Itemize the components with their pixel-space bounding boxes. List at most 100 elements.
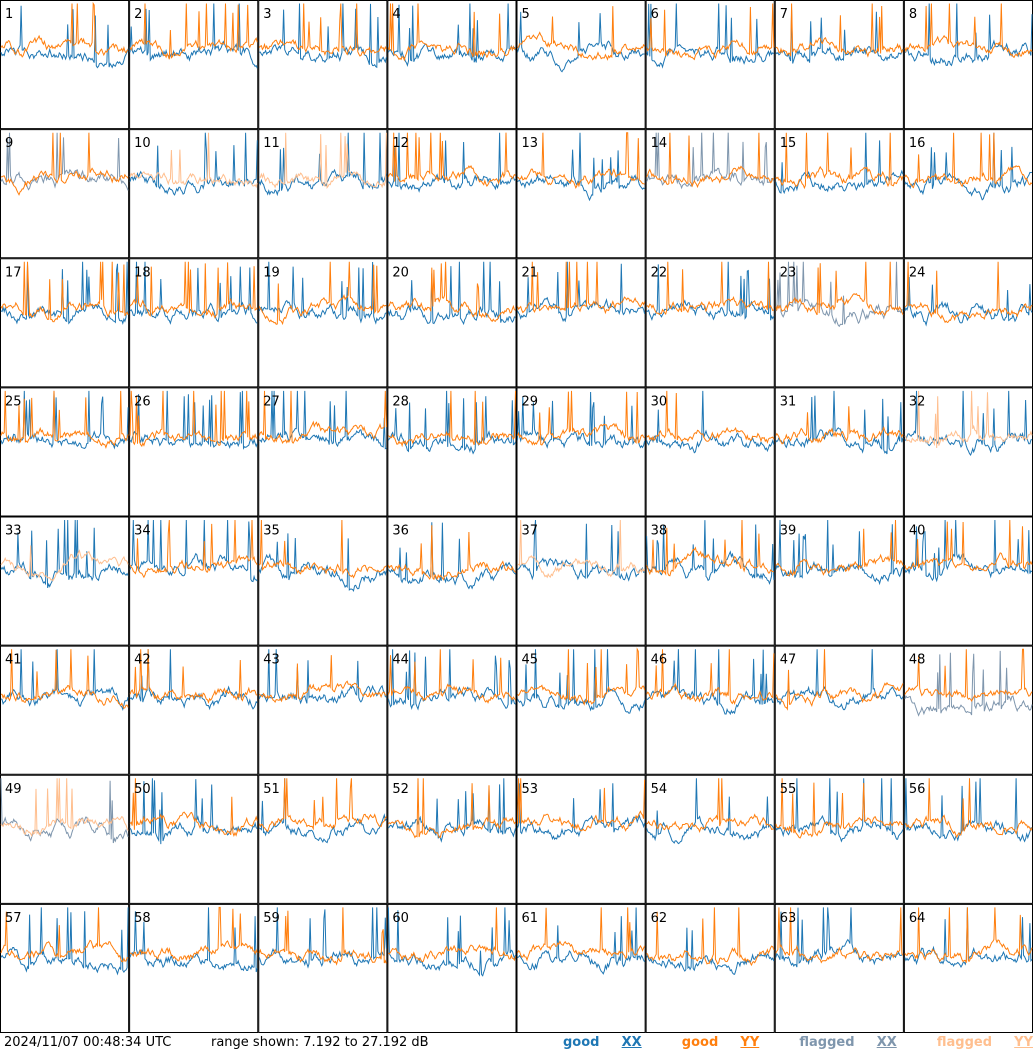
trace-good-yy: [129, 906, 258, 962]
panel-frame: [258, 516, 388, 646]
trace-good-yy: [517, 132, 645, 189]
trace-good-yy: [517, 390, 645, 446]
trace-good-yy: [904, 648, 1033, 702]
panel-label: 34: [134, 524, 151, 539]
trace-good-xx: [0, 649, 129, 712]
panel-frame: [258, 774, 388, 904]
timestamp: 2024/11/07 00:48:34 UTC: [4, 1035, 172, 1050]
panel-label: 40: [909, 524, 926, 539]
trace-good-xx: [517, 11, 645, 73]
panel-label: 49: [5, 782, 22, 797]
trace-good-yy: [775, 406, 904, 445]
panel-frame: [258, 903, 388, 1033]
trace-good-yy: [517, 647, 646, 706]
panel-label: 10: [134, 136, 151, 151]
trace-flagged-yy: [0, 545, 129, 582]
panel-label: 22: [651, 265, 668, 280]
trace-good-yy: [775, 778, 903, 839]
trace-good-xx: [258, 907, 387, 969]
panel-frame: [0, 903, 130, 1033]
trace-good-xx: [646, 649, 774, 716]
panel-label: 26: [134, 394, 151, 409]
trace-good-yy: [646, 649, 775, 706]
trace-good-xx: [904, 276, 1033, 327]
trace-flagged-yy: [904, 390, 1033, 449]
trace-good-yy: [258, 907, 387, 966]
panel-label: 29: [522, 394, 539, 409]
trace-good-yy: [129, 649, 258, 704]
trace-good-yy: [0, 907, 129, 963]
panel-label: 43: [263, 653, 280, 668]
trace-good-xx: [388, 132, 516, 193]
panel-label: 63: [780, 911, 797, 926]
trace-good-yy: [0, 390, 129, 450]
trace-good-yy: [0, 132, 129, 196]
trace-good-xx: [258, 132, 387, 197]
panel-label: 17: [5, 265, 22, 280]
panel-label: 37: [522, 524, 539, 539]
panel-frame: [387, 258, 517, 388]
panel-frame: [387, 0, 517, 130]
trace-good-yy: [775, 907, 904, 964]
panel-frame: [258, 387, 388, 517]
trace-good-yy: [775, 132, 904, 190]
trace-good-yy: [775, 649, 904, 711]
panel-frame: [645, 129, 775, 259]
trace-good-yy: [387, 3, 516, 62]
panel-label: 32: [909, 394, 926, 409]
panel-label: 33: [5, 524, 22, 539]
trace-flagged-yy: [0, 778, 129, 838]
trace-flagged-yy: [129, 132, 258, 189]
trace-good-yy: [0, 1, 129, 58]
panel-frame: [258, 0, 388, 130]
panel-frame: [903, 0, 1033, 130]
trace-good-xx: [646, 3, 775, 69]
panel-frame: [645, 774, 775, 904]
panel-frame: [129, 516, 259, 646]
trace-good-yy: [258, 261, 387, 326]
legend-flagged-yy: flagged YY: [936, 1035, 1033, 1050]
panel-label: 3: [263, 7, 271, 22]
panel-frame: [516, 774, 646, 904]
panel-frame: [516, 903, 646, 1033]
panel-frame: [903, 903, 1033, 1033]
panel-label: 31: [780, 394, 797, 409]
trace-good-yy: [259, 655, 387, 703]
panel-frame: [387, 903, 517, 1033]
panel-frame: [516, 0, 646, 130]
trace-good-xx: [387, 261, 516, 326]
panel-label: 62: [651, 911, 668, 926]
trace-good-xx: [129, 3, 258, 69]
panel-frame: [129, 903, 259, 1033]
panel-label: 12: [392, 136, 409, 151]
trace-good-xx: [259, 778, 387, 844]
trace-flagged-xx: [904, 650, 1033, 717]
panel-frame: [0, 774, 130, 904]
trace-good-xx: [387, 390, 516, 455]
trace-good-yy: [129, 519, 258, 579]
panel-label: 1: [5, 7, 13, 22]
trace-good-xx: [0, 519, 129, 589]
trace-good-xx: [775, 132, 904, 195]
panel-frame: [129, 129, 259, 259]
panel-label: 61: [522, 911, 539, 926]
panel-label: 60: [392, 911, 409, 926]
panel-label: 28: [392, 394, 409, 409]
trace-good-yy: [129, 261, 258, 319]
panel-label: 56: [909, 782, 926, 797]
panel-label: 16: [909, 136, 926, 151]
panel-label: 14: [651, 136, 668, 151]
trace-flagged-yy: [517, 519, 646, 579]
panel-label: 8: [909, 7, 917, 22]
panel-label: 5: [522, 7, 530, 22]
panel-frame: [645, 903, 775, 1033]
panel-label: 47: [780, 653, 797, 668]
trace-good-xx: [129, 519, 258, 583]
panel-frame: [903, 516, 1033, 646]
trace-good-yy: [258, 390, 387, 445]
trace-good-xx: [129, 778, 258, 845]
panel-label: 7: [780, 7, 788, 22]
panel-frame: [516, 387, 646, 517]
trace-good-xx: [775, 519, 904, 586]
trace-good-xx: [775, 778, 904, 843]
